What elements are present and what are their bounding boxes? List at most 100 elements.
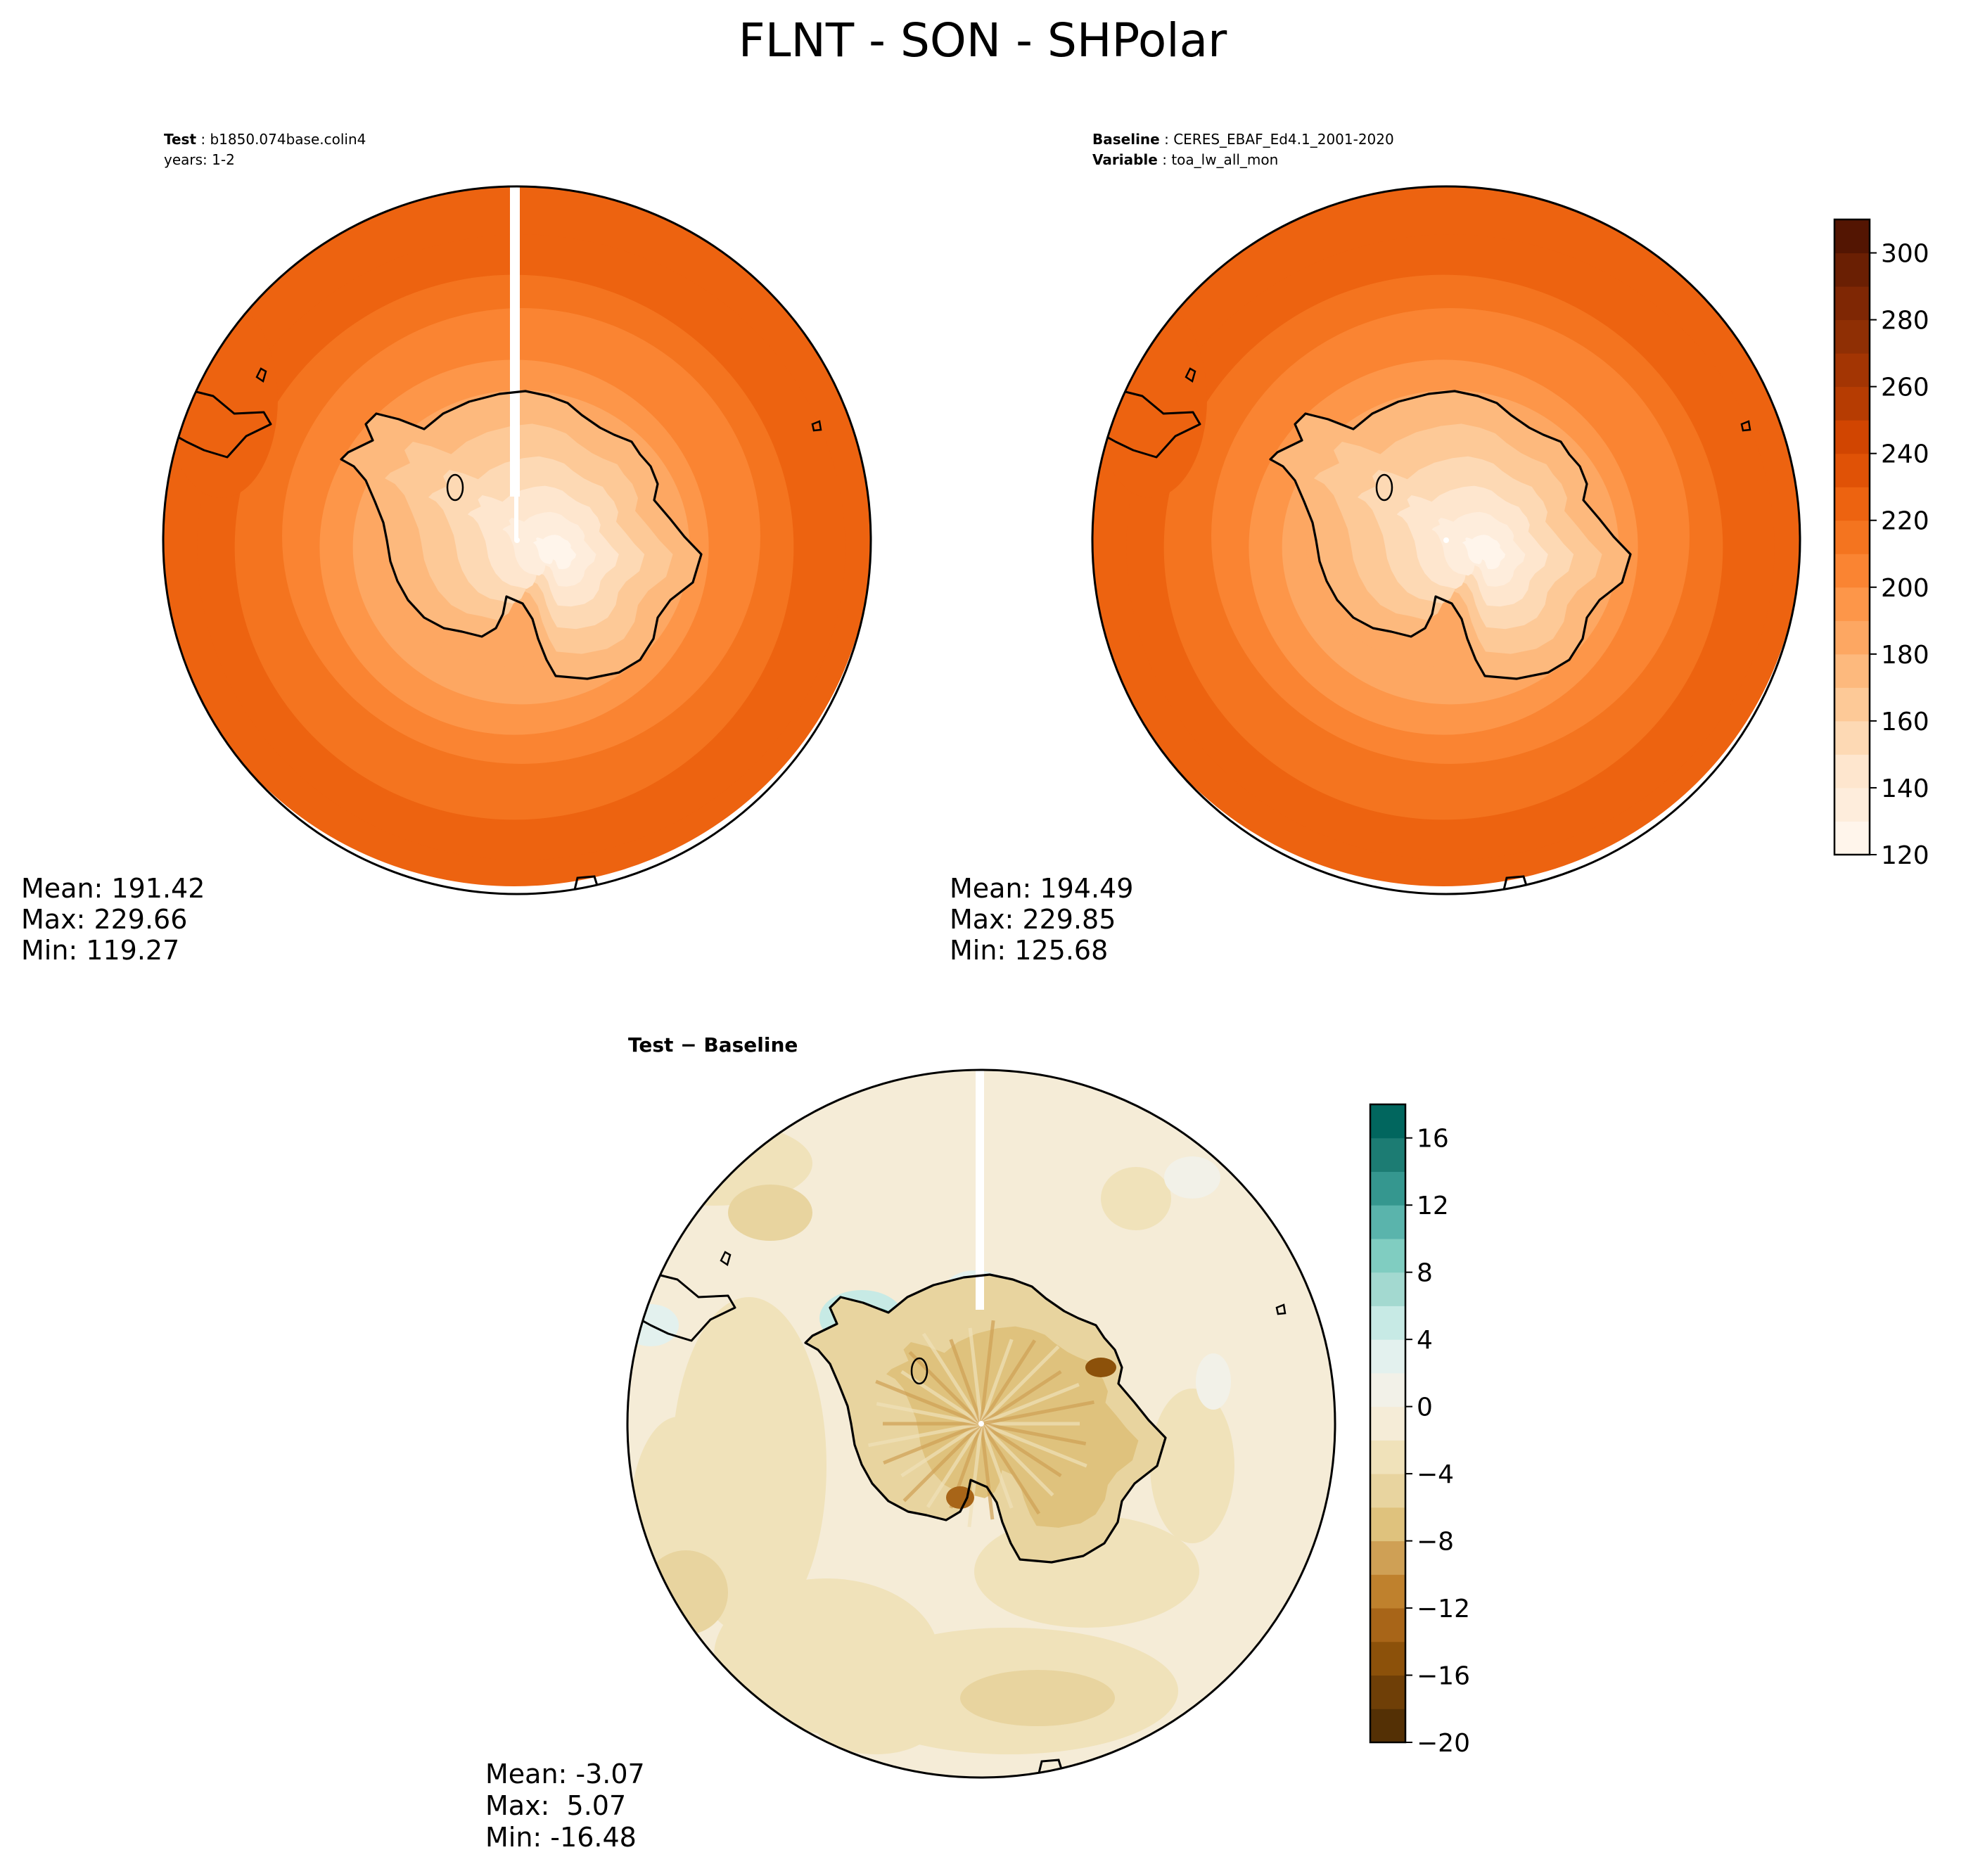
missing-data-strip bbox=[510, 186, 520, 497]
field-contour-band bbox=[981, 1383, 1080, 1426]
difference-colorbar-color-segment bbox=[1370, 1339, 1405, 1374]
field-contour-band bbox=[900, 1422, 983, 1478]
difference-mean: Mean: -3.07 bbox=[485, 1759, 645, 1789]
difference-colorbar-color-segment bbox=[1370, 1641, 1405, 1676]
flnt-colorbar-tick-label: 140 bbox=[1881, 774, 1929, 803]
flnt-colorbar-tick-label: 240 bbox=[1881, 440, 1929, 469]
antarctica-coastline bbox=[340, 390, 703, 680]
difference-colorbar-color-segment bbox=[1370, 1171, 1405, 1206]
field-contour-band bbox=[532, 535, 577, 570]
flnt-colorbar-color-segment bbox=[1834, 420, 1870, 454]
field-contour-band bbox=[979, 1339, 1014, 1424]
figure-title: FLNT - SON - SHPolar bbox=[739, 13, 1227, 68]
kerguelen-island bbox=[1275, 1303, 1287, 1315]
falkland-islands bbox=[720, 1251, 732, 1266]
flnt-colorbar-tick-label: 160 bbox=[1881, 708, 1929, 736]
difference-colorbar-color-segment bbox=[1370, 1372, 1405, 1408]
field-contour-band bbox=[981, 1422, 1087, 1446]
variable-sep: : bbox=[1162, 151, 1167, 168]
difference-min: Min: -16.48 bbox=[485, 1822, 637, 1853]
difference-colorbar-tick-label: −4 bbox=[1417, 1460, 1454, 1489]
flnt-colorbar-color-segment bbox=[1834, 587, 1870, 621]
falkland-islands bbox=[255, 367, 267, 383]
flnt-colorbar: 120 140 160 180 200 220 240 260 280 300 bbox=[1833, 218, 1929, 870]
new-zealand-coastline bbox=[1501, 875, 1528, 894]
field-contour-band bbox=[946, 1486, 974, 1509]
difference-colorbar-color-segment bbox=[1370, 1474, 1405, 1508]
flnt-colorbar-color-segment bbox=[1834, 754, 1870, 789]
difference-max: Max: 5.07 bbox=[485, 1790, 626, 1821]
difference-colorbar-color-segment bbox=[1370, 1507, 1405, 1542]
difference-colorbar-color-segment bbox=[1370, 1608, 1405, 1642]
flnt-colorbar-frame bbox=[1833, 218, 1871, 856]
south-america-coastline bbox=[637, 1273, 736, 1342]
difference-panel: Test − Baseline Mean: -3.07 Max: 5.07 Mi… bbox=[485, 1033, 1470, 1853]
field-contour-band bbox=[981, 1400, 1094, 1426]
field-contour-band bbox=[981, 1422, 1087, 1468]
flnt-colorbar-color-segment bbox=[1834, 687, 1870, 722]
field-contour-band bbox=[812, 1684, 939, 1754]
field-contour-band bbox=[979, 1423, 1014, 1509]
ice-shelf-island bbox=[446, 473, 464, 502]
field-contour-band bbox=[1462, 535, 1506, 570]
difference-colorbar-tick-label: 8 bbox=[1417, 1259, 1433, 1288]
difference-polar-map bbox=[626, 1068, 1336, 1779]
test-min: Min: 119.27 bbox=[21, 935, 179, 966]
test-polar-map bbox=[162, 185, 872, 895]
difference-colorbar-color-segment bbox=[1370, 1574, 1405, 1609]
baseline-name: CERES_EBAF_Ed4.1_2001-2020 bbox=[1173, 131, 1394, 148]
flnt-colorbar-color-segment bbox=[1834, 821, 1870, 855]
difference-colorbar-tick-label: 12 bbox=[1417, 1192, 1449, 1220]
field-contour-band bbox=[980, 1422, 1062, 1478]
south-america-coastline bbox=[1102, 390, 1201, 459]
flnt-colorbar-tick-label: 300 bbox=[1881, 240, 1929, 269]
flnt-colorbar-tick-label: 260 bbox=[1881, 374, 1929, 402]
field-contour-band bbox=[1164, 1156, 1220, 1199]
flnt-colorbar-color-segment bbox=[1834, 286, 1870, 321]
difference-colorbar-color-segment bbox=[1370, 1675, 1405, 1709]
difference-colorbar-color-segment bbox=[1370, 1406, 1405, 1441]
field-contour-band bbox=[908, 1351, 983, 1425]
field-contour-band bbox=[980, 1345, 1060, 1425]
field-contour-band bbox=[1101, 1167, 1171, 1230]
flnt-colorbar-tick-label: 280 bbox=[1881, 307, 1929, 336]
kerguelen-island bbox=[1740, 420, 1751, 432]
map-boundary bbox=[1091, 185, 1801, 895]
flnt-colorbar-tick-label: 220 bbox=[1881, 507, 1929, 536]
new-zealand-coastline bbox=[572, 875, 599, 894]
pole-marker bbox=[514, 537, 520, 543]
missing-data-strip bbox=[976, 1070, 984, 1310]
field-contour-band bbox=[728, 1185, 812, 1241]
flnt-colorbar-tick-label: 200 bbox=[1881, 574, 1929, 603]
difference-colorbar-frame bbox=[1369, 1103, 1407, 1744]
flnt-colorbar-color-segment bbox=[1834, 787, 1870, 822]
difference-colorbar-color-segment bbox=[1370, 1137, 1405, 1172]
field-contour-band bbox=[921, 1332, 983, 1425]
field-contour-band bbox=[883, 1422, 982, 1465]
field-contour-band bbox=[960, 1670, 1115, 1726]
field-contour-band bbox=[165, 301, 278, 498]
falkland-islands bbox=[1185, 367, 1196, 383]
field-contour-band bbox=[1150, 1389, 1234, 1543]
flnt-colorbar-color-segment bbox=[1834, 620, 1870, 655]
flnt-colorbar-color-segment bbox=[1834, 353, 1870, 388]
flnt-colorbar-color-segment bbox=[1834, 653, 1870, 688]
flnt-colorbar-color-segment bbox=[1834, 319, 1870, 354]
difference-colorbar-color-segment bbox=[1370, 1104, 1405, 1139]
field-contour-band bbox=[926, 1422, 983, 1508]
field-contour-band bbox=[979, 1320, 995, 1424]
south-america-coastline bbox=[173, 390, 272, 459]
baseline-panel: Baseline : CERES_EBAF_Ed4.1_2001-2020 Va… bbox=[950, 131, 1929, 966]
difference-colorbar-tick-label: 16 bbox=[1417, 1125, 1449, 1154]
test-mean: Mean: 191.42 bbox=[21, 873, 205, 904]
baseline-polar-map bbox=[1091, 185, 1801, 895]
field-contour-band bbox=[979, 1423, 995, 1520]
baseline-mean: Mean: 194.49 bbox=[950, 873, 1133, 904]
flnt-colorbar-color-segment bbox=[1834, 386, 1870, 421]
flnt-colorbar-color-segment bbox=[1834, 520, 1870, 554]
difference-colorbar-color-segment bbox=[1370, 1440, 1405, 1474]
variable-name: toa_lw_all_mon bbox=[1171, 151, 1278, 168]
difference-colorbar-color-segment bbox=[1370, 1238, 1405, 1273]
baseline-header-sep: : bbox=[1164, 131, 1169, 148]
